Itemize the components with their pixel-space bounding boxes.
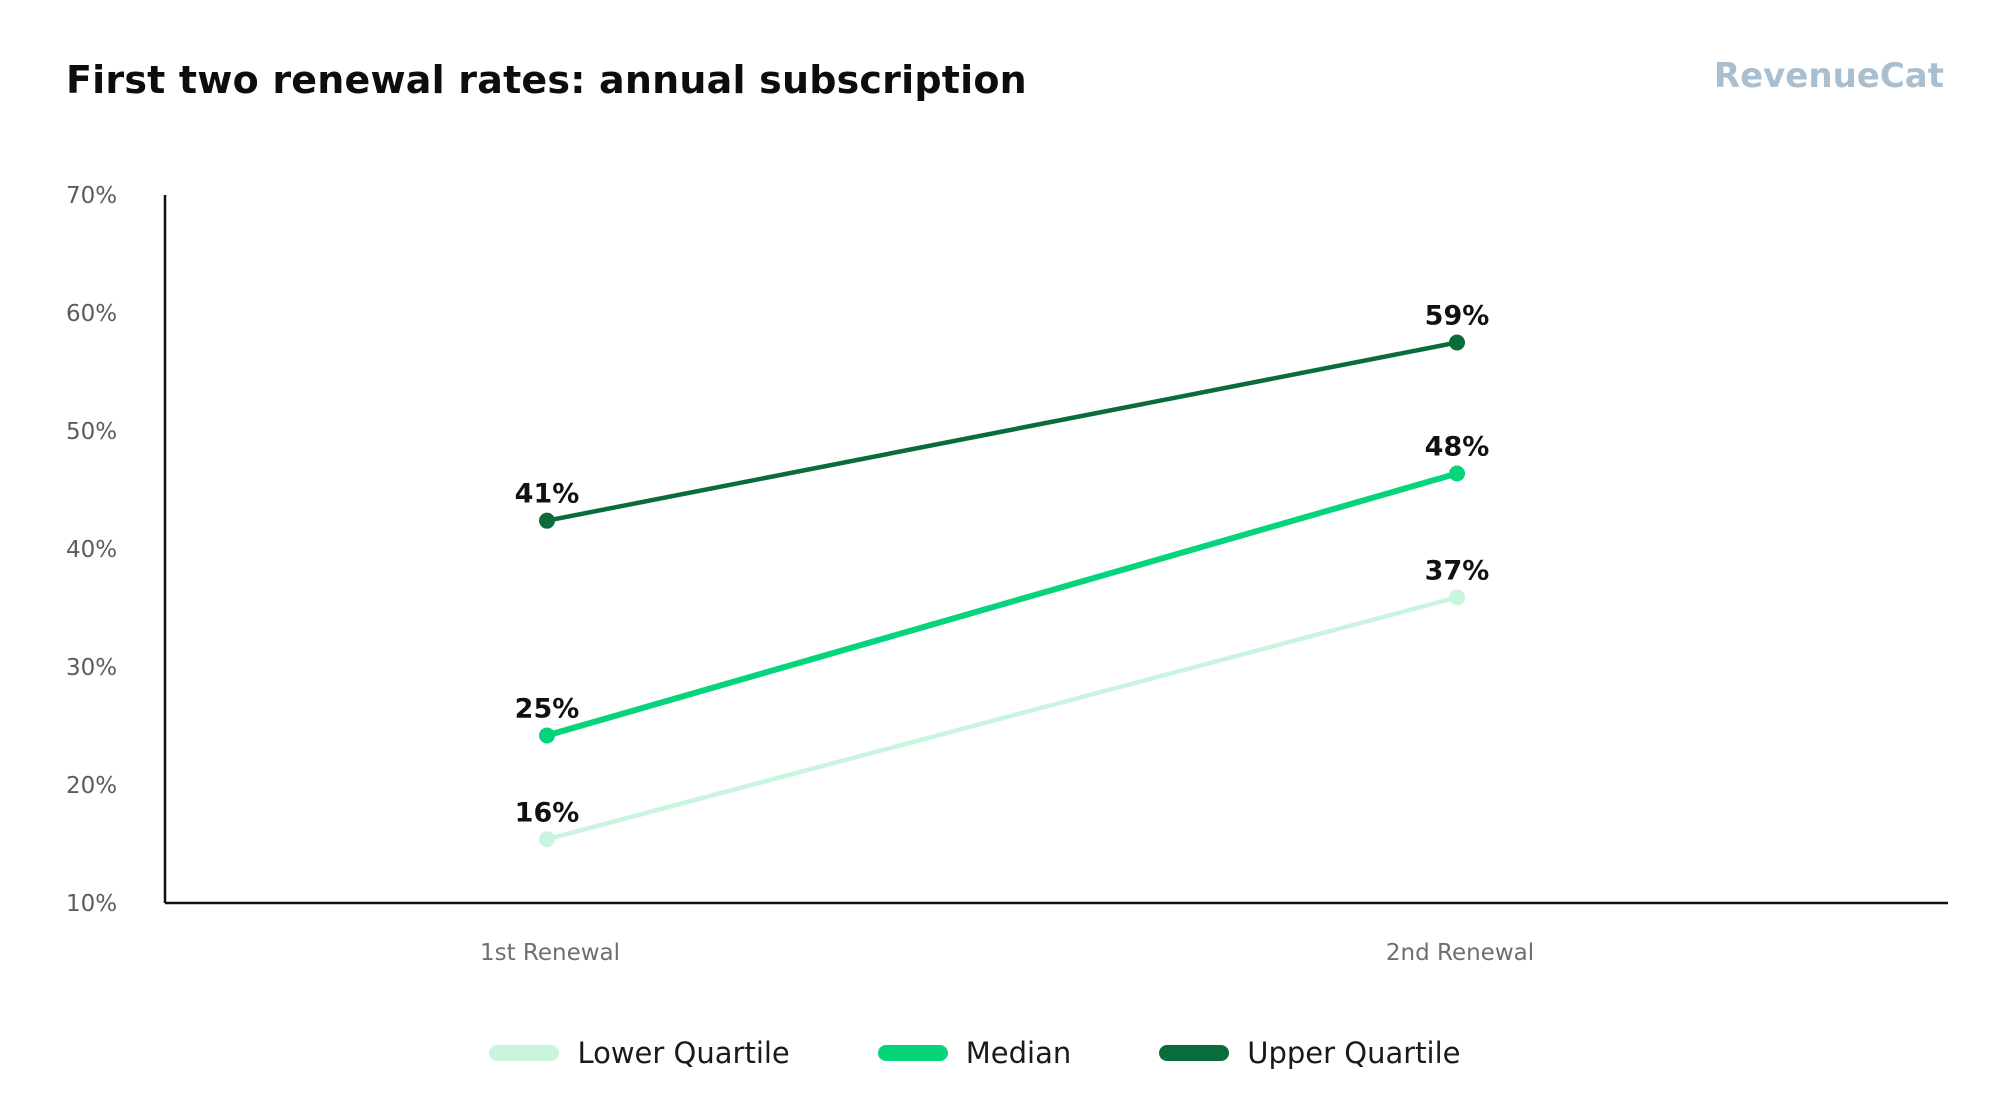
- legend-item: Median: [877, 1036, 1072, 1070]
- legend-swatch: [489, 1045, 560, 1061]
- chart-title: First two renewal rates: annual subscrip…: [66, 58, 1027, 102]
- data-point: [539, 727, 555, 744]
- data-label: 37%: [1425, 555, 1490, 586]
- y-tick-label: 70%: [66, 183, 117, 209]
- legend-label: Median: [965, 1036, 1072, 1070]
- legend-label: Lower Quartile: [577, 1036, 790, 1070]
- legend-swatch: [1159, 1045, 1230, 1061]
- data-label: 59%: [1425, 301, 1490, 332]
- data-point: [539, 512, 555, 529]
- x-category-label: 1st Renewal: [480, 940, 620, 966]
- series-line: [544, 595, 1460, 842]
- y-tick-label: 10%: [66, 891, 117, 917]
- y-tick-label: 30%: [66, 655, 117, 681]
- y-tick-label: 50%: [66, 419, 117, 445]
- series-lines: [544, 340, 1460, 842]
- data-point: [1449, 589, 1465, 606]
- revenuecat-logo: RevenueCat: [1713, 56, 1944, 96]
- legend-swatch: [877, 1045, 948, 1061]
- y-axis-ticks: 70% 60% 50% 40% 30% 20% 10%: [66, 183, 117, 917]
- data-label: 48%: [1425, 431, 1490, 462]
- data-labels: 16% 37% 25% 48% 41% 59%: [515, 301, 1490, 829]
- y-tick-label: 60%: [66, 301, 117, 327]
- series-line: [544, 340, 1460, 523]
- data-label: 25%: [515, 693, 580, 724]
- legend: Lower Quartile Median Upper Quartile: [0, 1036, 1975, 1070]
- x-category-label: 2nd Renewal: [1386, 940, 1534, 966]
- legend-item: Upper Quartile: [1159, 1036, 1461, 1070]
- y-tick-label: 20%: [66, 773, 117, 799]
- legend-label: Upper Quartile: [1247, 1036, 1461, 1070]
- series-line: [544, 470, 1460, 739]
- series-points: [539, 334, 1465, 848]
- legend-item: Lower Quartile: [489, 1036, 790, 1070]
- y-tick-label: 40%: [66, 537, 117, 563]
- data-point: [539, 831, 555, 848]
- data-label: 41%: [515, 479, 580, 510]
- x-axis-labels: 1st Renewal 2nd Renewal: [480, 940, 1534, 966]
- data-point: [1449, 465, 1465, 482]
- data-label: 16%: [515, 797, 580, 828]
- data-point: [1449, 334, 1465, 351]
